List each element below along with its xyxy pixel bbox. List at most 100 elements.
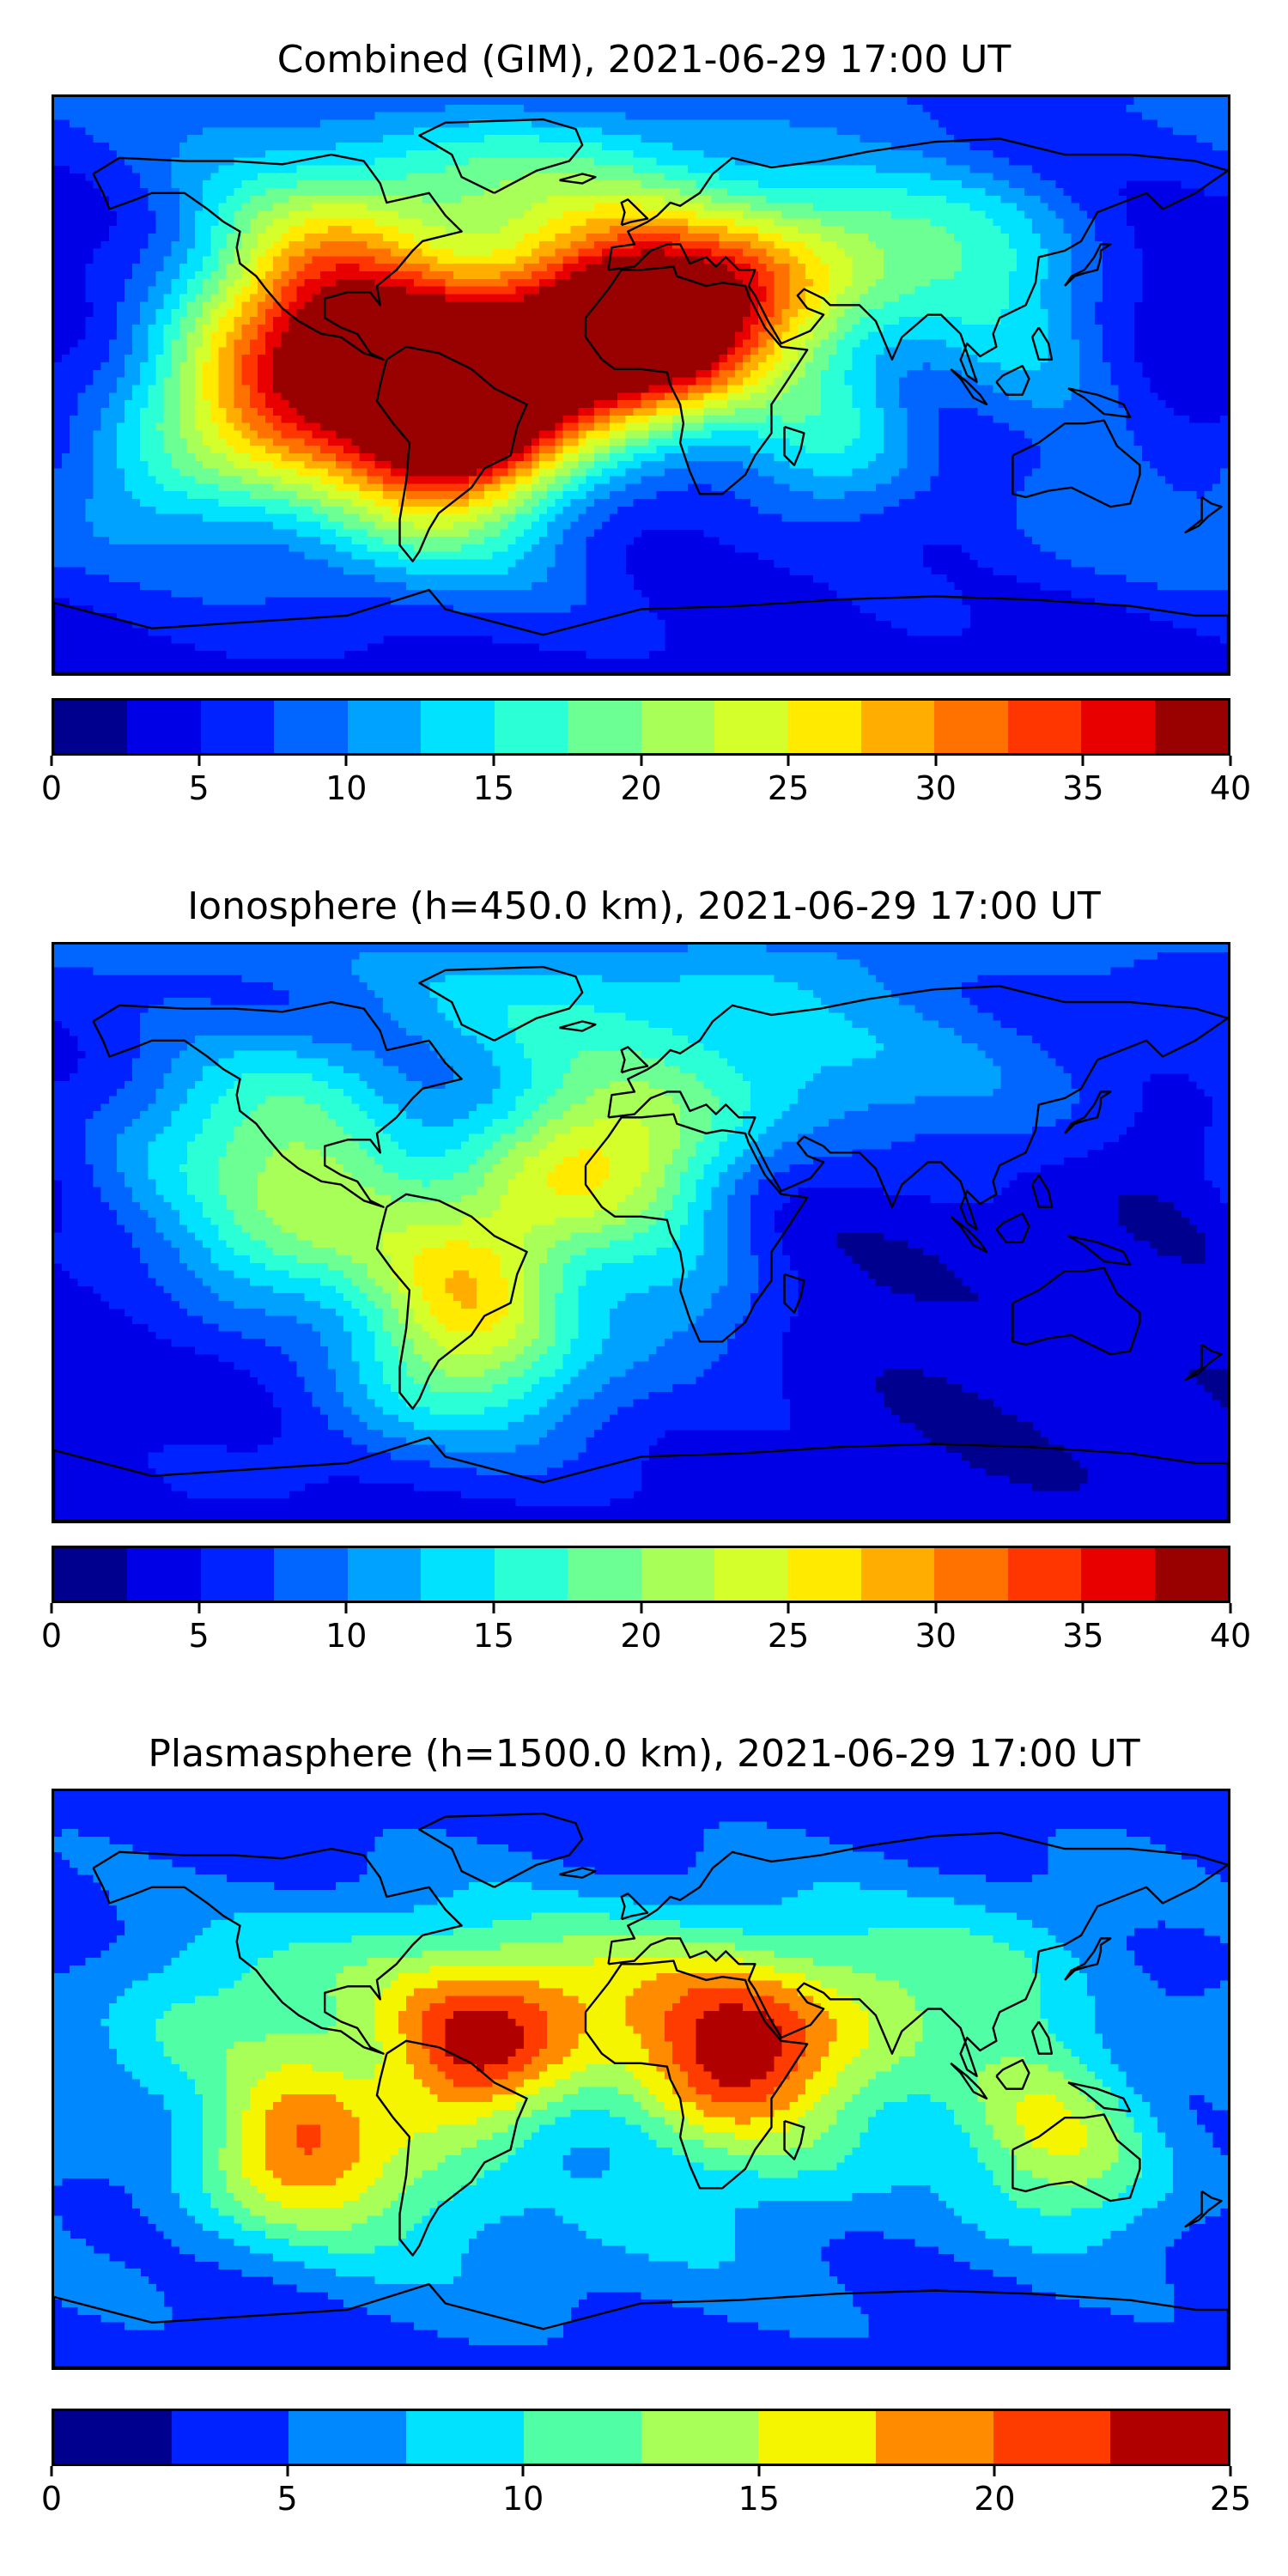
field-cell (617, 165, 626, 173)
field-cell (742, 210, 751, 219)
field-cell (914, 187, 924, 197)
field-cell (257, 264, 266, 272)
field-cell (977, 173, 987, 181)
field-cell (265, 233, 274, 242)
field-cell (1000, 112, 1010, 121)
field-cell (891, 317, 900, 325)
field-cell (477, 347, 485, 355)
field-cell (867, 142, 877, 151)
field-cell (945, 127, 955, 136)
field-cell (1212, 104, 1221, 113)
field-cell (891, 104, 900, 113)
field-cell (922, 142, 932, 151)
field-cell (422, 233, 431, 242)
field-cell (875, 173, 884, 181)
field-cell (922, 187, 932, 197)
field-cell (171, 317, 180, 325)
field-cell (648, 97, 658, 106)
field-cell (1095, 187, 1103, 197)
field-cell (555, 210, 563, 219)
field-cell (1103, 264, 1111, 272)
field-cell (273, 248, 282, 258)
field-cell (993, 324, 1002, 333)
field-cell (195, 294, 204, 302)
field-cell (555, 112, 563, 121)
field-cell (336, 203, 344, 212)
field-cell (289, 127, 298, 136)
field-cell (374, 226, 384, 234)
field-cell (954, 104, 963, 113)
field-cell (1071, 127, 1080, 136)
field-cell (836, 286, 846, 295)
field-cell (1016, 149, 1025, 159)
field-cell (218, 339, 228, 348)
field-cell (382, 264, 392, 272)
field-cell (593, 347, 603, 355)
field-cell (696, 339, 704, 348)
field-cell (696, 104, 704, 113)
field-cell (625, 203, 634, 212)
field-cell (195, 271, 204, 280)
field-cell (899, 195, 908, 204)
field-cell (1063, 218, 1072, 227)
field-cell (523, 240, 532, 250)
field-cell (641, 347, 650, 355)
field-cell (304, 309, 313, 318)
field-cell (163, 331, 173, 341)
field-cell (163, 119, 173, 128)
field-cell (515, 278, 525, 288)
field-cell (422, 248, 431, 258)
field-cell (226, 142, 235, 151)
field-cell (758, 271, 767, 280)
field-cell (531, 233, 540, 242)
field-cell (85, 97, 94, 106)
field-cell (132, 256, 141, 264)
field-cell (844, 142, 854, 151)
field-cell (852, 317, 861, 325)
field-cell (319, 173, 329, 181)
field-cell (477, 187, 485, 197)
field-cell (531, 149, 540, 159)
field-cell (469, 142, 477, 151)
field-cell (539, 135, 548, 143)
field-cell (500, 278, 509, 288)
field-cell (711, 256, 720, 264)
field-cell (226, 362, 235, 371)
field-cell (319, 286, 329, 295)
field-cell (774, 286, 783, 295)
field-cell (758, 286, 767, 295)
field-cell (570, 226, 580, 234)
field-cell (507, 112, 517, 121)
field-cell (422, 240, 431, 250)
field-cell (852, 203, 861, 212)
field-cell (610, 240, 618, 250)
field-cell (477, 286, 485, 295)
field-cell (289, 233, 298, 242)
field-cell (155, 271, 165, 280)
field-cell (586, 97, 595, 106)
field-cell (241, 195, 251, 204)
field-cell (610, 135, 618, 143)
field-cell (108, 173, 118, 181)
field-cell (547, 149, 556, 159)
field-cell (148, 301, 157, 310)
field-cell (108, 362, 118, 371)
field-cell (492, 233, 501, 242)
field-cell (633, 187, 642, 197)
field-cell (641, 127, 650, 136)
field-cell (648, 112, 658, 121)
field-cell (171, 324, 180, 333)
field-cell (398, 127, 407, 136)
field-cell (1126, 301, 1135, 310)
field-cell (523, 233, 532, 242)
field-cell (125, 324, 133, 333)
field-cell (633, 135, 642, 143)
field-cell (281, 294, 289, 302)
field-cell (578, 112, 587, 121)
field-cell (562, 112, 572, 121)
field-cell (633, 271, 642, 280)
field-cell (993, 165, 1002, 173)
field-cell (116, 248, 125, 258)
field-cell (414, 347, 422, 355)
field-cell (985, 149, 994, 159)
